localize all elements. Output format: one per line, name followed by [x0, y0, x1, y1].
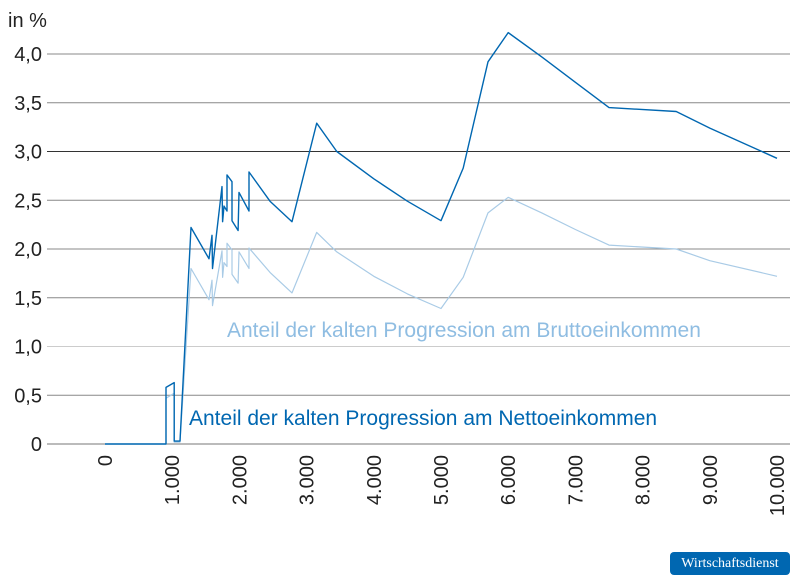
y-tick-label: 2,5 [14, 190, 42, 212]
x-tick-label: 10.000 [767, 455, 789, 516]
x-tick-label: 9.000 [700, 455, 722, 505]
x-tick-label: 4.000 [364, 455, 386, 505]
y-tick-label: 0,5 [14, 385, 42, 407]
series-label-brutto: Anteil der kalten Progression am Bruttoe… [227, 319, 701, 342]
series-lines [105, 31, 778, 445]
series-line-netto [105, 31, 778, 445]
y-tick-label: 1,0 [14, 337, 42, 359]
x-tick-label: 8.000 [633, 455, 655, 505]
x-tick-labels: 0 1.000 2.000 3.000 4.000 5.000 6.000 7.000 8.00… [95, 455, 789, 516]
x-tick-label: 3.000 [297, 455, 319, 505]
x-tick-label: 0 [95, 455, 117, 466]
y-tick-labels: 0 0,5 1,0 1,5 2,0 2,5 3,0 3,5 4,0 [14, 44, 42, 456]
series-line-brutto [105, 196, 778, 445]
y-tick-label: 3,5 [14, 93, 42, 115]
series-label-netto: Anteil der kalten Progression am Nettoei… [189, 407, 657, 430]
y-tick-label: 0 [31, 434, 42, 456]
wirtschaftsdienst-logo: Wirtschaftsdienst [670, 552, 790, 575]
x-tick-label: 5.000 [431, 455, 453, 505]
x-tick-label: 1.000 [162, 455, 184, 505]
y-tick-label: 1,5 [14, 288, 42, 310]
x-tick-label: 7.000 [565, 455, 587, 505]
y-axis-label: in % [8, 10, 47, 32]
x-tick-label: 2.000 [229, 455, 251, 505]
y-tick-label: 2,0 [14, 239, 42, 261]
y-tick-label: 3,0 [14, 142, 42, 164]
y-tick-label: 4,0 [14, 44, 42, 66]
x-tick-label: 6.000 [498, 455, 520, 505]
